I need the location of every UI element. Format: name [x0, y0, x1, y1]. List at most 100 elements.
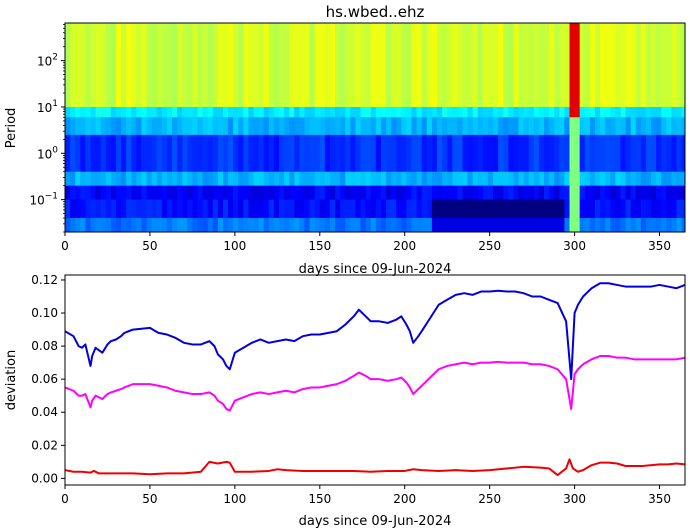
spectrogram-cell: [518, 199, 525, 219]
spectrogram-cell: [508, 218, 515, 232]
spectrogram-cell: [202, 23, 209, 108]
spectrogram-cell: [324, 134, 331, 173]
spectrogram-cell: [651, 134, 657, 173]
spectrogram-cell: [462, 185, 469, 201]
spectrogram-cell: [645, 134, 652, 173]
spectrogram-cell: [401, 134, 408, 173]
spectrogram-cell: [396, 171, 402, 187]
spectrogram-cell: [65, 171, 71, 187]
spectrogram-cell: [554, 106, 560, 118]
spectrogram-cell: [605, 134, 611, 173]
spectrogram-cell: [452, 185, 458, 201]
spectrogram-cell: [340, 171, 346, 187]
spectrogram-cell: [70, 23, 76, 108]
spectrogram-cell: [610, 199, 616, 219]
spectrogram-cell: [75, 199, 81, 219]
spectrogram-cell: [273, 218, 280, 232]
spectrogram-cell: [177, 199, 183, 219]
spectrogram-cell: [80, 106, 86, 118]
spectrogram-cell: [431, 171, 438, 187]
spectrogram-cell: [442, 117, 448, 136]
spectrogram-cell: [105, 218, 112, 232]
spectrogram-cell: [523, 199, 530, 219]
spectrogram-cell: [121, 106, 127, 118]
spectrogram-cell: [85, 23, 92, 108]
spectrogram-cell: [243, 134, 250, 173]
spectrogram-cell: [416, 134, 423, 173]
spectrogram-cell: [70, 218, 76, 232]
x-tick-label: 100: [223, 239, 246, 253]
spectrogram-cell: [564, 117, 571, 136]
spectrogram-cell: [370, 117, 377, 136]
spectrogram-cell: [131, 134, 137, 173]
spectrogram-cell: [437, 218, 443, 232]
spectrogram-cell: [681, 106, 685, 118]
spectrogram: [65, 23, 685, 232]
spectrogram-cell: [645, 23, 652, 108]
spectrogram-cell: [268, 171, 275, 187]
spectrogram-cell: [442, 199, 448, 219]
spectrogram-cell: [207, 23, 214, 108]
spectrogram-cell: [411, 199, 418, 219]
spectrogram-cell: [131, 117, 137, 136]
spectrogram-cell: [335, 106, 341, 118]
spectrogram-cell: [156, 106, 163, 118]
spectrogram-cell: [528, 106, 535, 118]
spectrogram-cell: [457, 117, 464, 136]
spectrogram-cell: [279, 117, 285, 136]
spectrogram-cell: [192, 171, 199, 187]
spectrogram-cell: [503, 185, 509, 201]
spectrogram-cell: [75, 106, 81, 118]
spectrogram-cell: [666, 106, 673, 118]
spectrogram-cell: [136, 106, 143, 118]
spectrogram-cell: [574, 106, 581, 118]
spectrogram-cell: [258, 199, 265, 219]
spectrogram-cell: [350, 199, 357, 219]
top-y-label: Period: [4, 108, 19, 149]
spectrogram-cell: [538, 185, 545, 201]
spectrogram-cell: [411, 106, 418, 118]
spectrogram-cell: [355, 185, 362, 201]
spectrogram-cell: [319, 171, 326, 187]
spectrogram-cell: [559, 185, 565, 201]
spectrogram-cell: [625, 199, 632, 219]
spectrogram-cell: [212, 185, 219, 201]
spectrogram-cell: [605, 106, 611, 118]
spectrogram-cell: [172, 171, 178, 187]
spectrogram-cell: [661, 117, 667, 136]
spectrogram-cell: [228, 185, 234, 201]
spectrogram-cell: [90, 134, 97, 173]
spectrogram-cell: [243, 106, 250, 118]
spectrogram-cell: [360, 23, 367, 108]
spectrogram-cell: [564, 134, 571, 173]
spectrogram-cell: [457, 185, 464, 201]
spectrogram-cell: [100, 185, 107, 201]
spectrogram-cell: [284, 117, 290, 136]
spectrogram-cell: [187, 106, 193, 118]
spectrogram-cell: [406, 117, 413, 136]
spectrogram-cell: [640, 171, 647, 187]
spectrogram-cell: [569, 134, 576, 173]
spectrogram-cell: [513, 117, 520, 136]
spectrogram-cell: [645, 106, 652, 118]
spectrogram-cell: [431, 218, 438, 232]
spectrogram-cell: [335, 171, 341, 187]
spectrogram-cell: [309, 134, 316, 173]
spectrogram-cell: [100, 106, 107, 118]
spectrogram-cell: [503, 218, 509, 232]
spectrogram-cell: [182, 171, 188, 187]
spectrogram-cell: [166, 106, 173, 118]
spectrogram-cell: [635, 117, 642, 136]
spectrogram-cell: [126, 171, 132, 187]
spectrogram-cell: [554, 23, 560, 108]
spectrogram-cell: [85, 106, 92, 118]
spectrogram-cell: [452, 106, 458, 118]
spectrogram-cell: [447, 218, 453, 232]
spectrogram-cell: [411, 185, 418, 201]
spectrogram-cell: [610, 23, 616, 108]
spectrogram-cell: [656, 171, 662, 187]
spectrogram-cell: [335, 134, 341, 173]
spectrogram-cell: [600, 185, 606, 201]
spectrogram-cell: [472, 23, 479, 108]
spectrogram-cell: [258, 185, 265, 201]
